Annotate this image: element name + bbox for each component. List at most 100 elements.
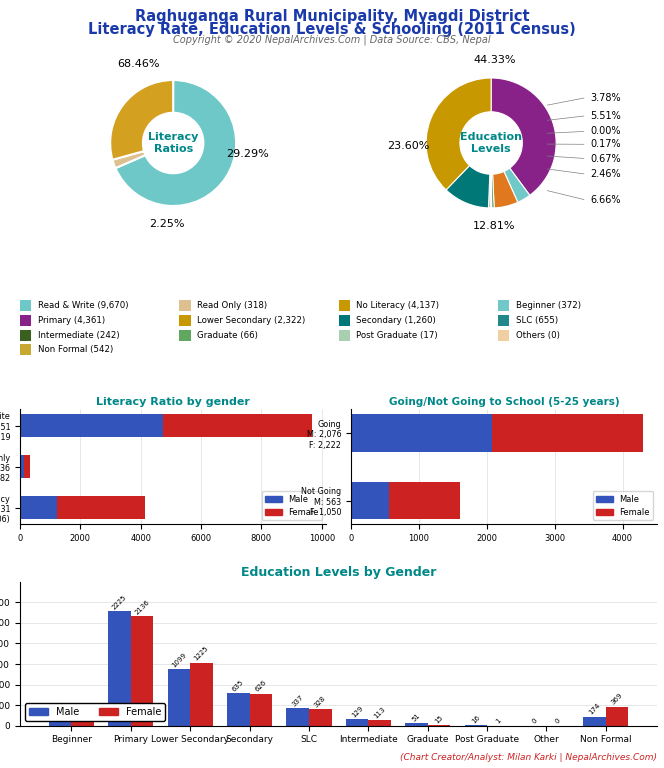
Text: Primary (4,361): Primary (4,361) xyxy=(38,316,105,325)
Bar xyxy=(286,708,309,726)
Bar xyxy=(498,330,509,341)
Bar xyxy=(583,717,606,726)
Bar xyxy=(498,315,509,326)
Text: 170: 170 xyxy=(76,703,90,717)
Text: 15: 15 xyxy=(434,713,444,724)
Bar xyxy=(20,415,163,437)
Bar xyxy=(309,709,331,726)
Bar xyxy=(339,315,350,326)
Text: 2.46%: 2.46% xyxy=(590,169,621,179)
Text: 337: 337 xyxy=(291,694,305,708)
Text: Non Formal (542): Non Formal (542) xyxy=(38,345,113,354)
Bar xyxy=(389,482,460,519)
Bar xyxy=(179,330,191,341)
Wedge shape xyxy=(489,174,491,208)
Text: 2.25%: 2.25% xyxy=(149,219,185,229)
Text: 328: 328 xyxy=(313,694,327,708)
Text: SLC (655): SLC (655) xyxy=(516,316,558,325)
Text: 2225: 2225 xyxy=(112,594,128,611)
Text: 0.17%: 0.17% xyxy=(590,139,621,149)
Text: Intermediate (242): Intermediate (242) xyxy=(38,331,120,340)
Bar xyxy=(498,300,509,311)
Text: Copyright © 2020 NepalArchives.Com | Data Source: CBS, Nepal: Copyright © 2020 NepalArchives.Com | Dat… xyxy=(173,35,491,45)
Text: 29.29%: 29.29% xyxy=(226,149,269,159)
Bar xyxy=(339,300,350,311)
Text: (Chart Creator/Analyst: Milan Karki | NepalArchives.Com): (Chart Creator/Analyst: Milan Karki | Ne… xyxy=(400,753,657,762)
Bar xyxy=(20,300,31,311)
Bar xyxy=(351,415,492,452)
Bar xyxy=(346,719,369,726)
Bar xyxy=(492,415,643,452)
Text: Beginner (372): Beginner (372) xyxy=(516,301,581,310)
Text: 5.51%: 5.51% xyxy=(590,111,621,121)
Text: 202: 202 xyxy=(53,701,67,715)
Text: 44.33%: 44.33% xyxy=(473,55,516,65)
Text: Raghuganga Rural Municipality, Myagdi District: Raghuganga Rural Municipality, Myagdi Di… xyxy=(135,9,529,25)
Bar xyxy=(606,707,628,726)
Bar xyxy=(49,715,72,726)
Text: 68.46%: 68.46% xyxy=(118,59,160,69)
Bar xyxy=(465,725,487,726)
Wedge shape xyxy=(116,80,236,206)
Text: Others (0): Others (0) xyxy=(516,331,560,340)
Bar xyxy=(24,455,29,478)
Bar xyxy=(20,344,31,355)
Wedge shape xyxy=(112,151,145,168)
Wedge shape xyxy=(426,78,491,190)
Text: Lower Secondary (2,322): Lower Secondary (2,322) xyxy=(197,316,305,325)
Text: 1: 1 xyxy=(495,717,502,725)
Text: Literacy Rate, Education Levels & Schooling (2011 Census): Literacy Rate, Education Levels & School… xyxy=(88,22,576,37)
Bar xyxy=(351,482,389,519)
Text: 2136: 2136 xyxy=(133,598,151,615)
Bar xyxy=(72,717,94,726)
Text: 16: 16 xyxy=(471,713,481,724)
Text: 0.67%: 0.67% xyxy=(590,154,621,164)
Text: 23.60%: 23.60% xyxy=(386,141,429,151)
Wedge shape xyxy=(490,174,491,208)
Bar xyxy=(20,496,57,519)
Bar xyxy=(405,723,428,726)
Bar xyxy=(131,616,153,726)
Text: 6.66%: 6.66% xyxy=(590,195,620,205)
Wedge shape xyxy=(493,171,518,208)
Text: 0: 0 xyxy=(531,718,539,725)
Text: Read & Write (9,670): Read & Write (9,670) xyxy=(38,301,128,310)
Wedge shape xyxy=(446,166,490,208)
Text: 0: 0 xyxy=(554,718,562,725)
Text: 113: 113 xyxy=(373,706,386,720)
Bar xyxy=(167,669,190,726)
Text: 51: 51 xyxy=(411,712,422,723)
Title: Literacy Ratio by gender: Literacy Ratio by gender xyxy=(96,397,250,407)
Bar xyxy=(428,725,450,726)
Wedge shape xyxy=(491,174,494,208)
Text: 12.81%: 12.81% xyxy=(473,221,516,231)
Text: Read Only (318): Read Only (318) xyxy=(197,301,267,310)
Text: Post Graduate (17): Post Graduate (17) xyxy=(357,331,438,340)
Bar xyxy=(57,496,145,519)
Bar xyxy=(339,330,350,341)
Text: 626: 626 xyxy=(254,679,268,693)
Legend: Male, Female: Male, Female xyxy=(25,703,165,721)
Wedge shape xyxy=(504,168,530,202)
Legend: Male, Female: Male, Female xyxy=(593,492,653,520)
Text: 129: 129 xyxy=(350,705,364,719)
Wedge shape xyxy=(110,80,173,160)
Text: Secondary (1,260): Secondary (1,260) xyxy=(357,316,436,325)
Bar xyxy=(179,300,191,311)
Bar xyxy=(20,315,31,326)
Text: 369: 369 xyxy=(610,693,624,706)
Text: 174: 174 xyxy=(588,703,602,717)
Text: 1225: 1225 xyxy=(193,645,210,662)
Title: Going/Not Going to School (5-25 years): Going/Not Going to School (5-25 years) xyxy=(389,397,620,407)
Bar xyxy=(179,315,191,326)
Text: 3.78%: 3.78% xyxy=(590,92,621,102)
Legend: Male, Female: Male, Female xyxy=(262,492,322,520)
Bar xyxy=(108,611,131,726)
Bar xyxy=(250,694,272,726)
Bar xyxy=(190,663,212,726)
Text: 0.00%: 0.00% xyxy=(590,126,620,136)
Bar xyxy=(20,455,24,478)
Text: Graduate (66): Graduate (66) xyxy=(197,331,258,340)
Bar xyxy=(369,720,391,726)
Text: Literacy
Ratios: Literacy Ratios xyxy=(148,132,199,154)
